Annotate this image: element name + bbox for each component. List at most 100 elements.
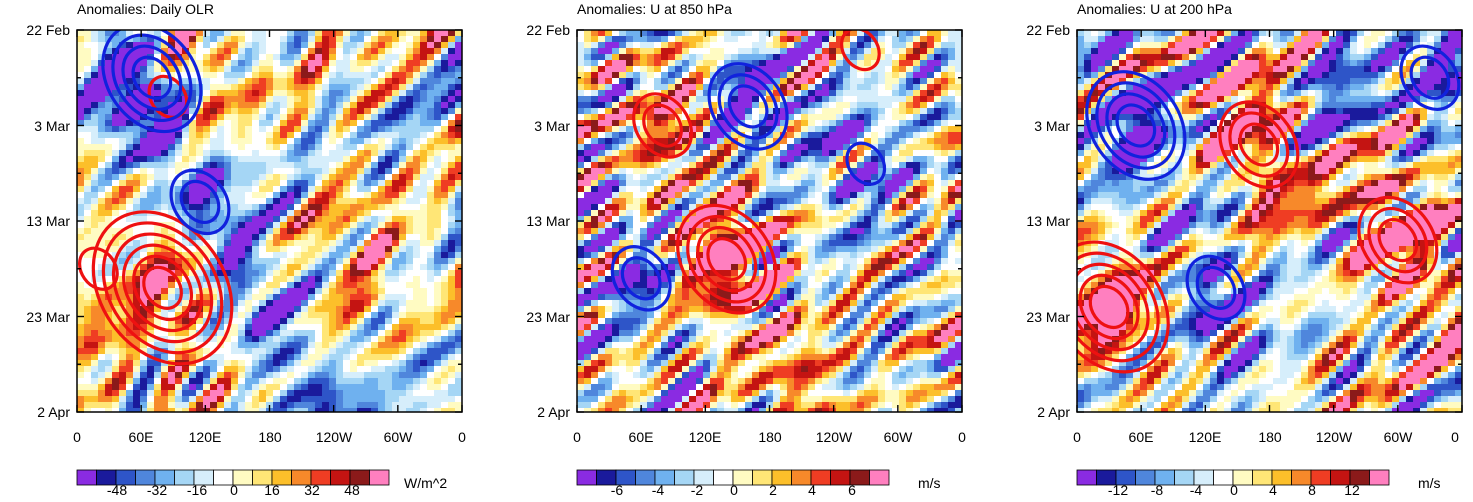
field-cell <box>350 240 358 247</box>
field-cell <box>336 306 344 313</box>
field-cell <box>301 96 309 103</box>
field-cell <box>696 162 704 169</box>
field-cell <box>626 150 634 157</box>
field-cell <box>392 336 400 343</box>
field-cell <box>364 48 372 55</box>
field-cell <box>133 372 141 379</box>
field-cell <box>238 360 246 367</box>
field-cell <box>577 138 585 145</box>
field-cell <box>140 186 148 193</box>
field-cell <box>434 72 442 79</box>
field-cell <box>406 282 414 289</box>
field-cell <box>175 180 183 187</box>
field-cell <box>273 84 281 91</box>
field-cell <box>217 354 225 361</box>
field-cell <box>315 270 323 277</box>
field-cell <box>238 192 246 199</box>
field-cell <box>266 114 274 121</box>
field-cell <box>91 198 99 205</box>
field-cell <box>899 156 907 163</box>
field-cell <box>217 102 225 109</box>
field-cell <box>843 114 851 121</box>
field-cell <box>231 162 239 169</box>
field-cell <box>399 330 407 337</box>
field-cell <box>605 108 613 115</box>
field-cell <box>322 384 330 391</box>
field-cell <box>434 84 442 91</box>
field-cell <box>273 30 281 37</box>
field-cell <box>210 114 218 121</box>
field-cell <box>91 60 99 67</box>
field-cell <box>878 120 886 127</box>
field-cell <box>301 114 309 121</box>
field-cell <box>801 168 809 175</box>
field-cell <box>920 138 928 145</box>
field-cell <box>857 132 865 139</box>
field-cell <box>434 402 442 409</box>
field-cell <box>857 54 865 61</box>
field-cell <box>371 138 379 145</box>
field-cell <box>84 66 92 73</box>
field-cell <box>675 30 683 37</box>
field-cell <box>280 66 288 73</box>
field-cell <box>350 366 358 373</box>
field-cell <box>154 138 162 145</box>
field-cell <box>315 108 323 115</box>
field-cell <box>91 384 99 391</box>
field-cell <box>210 168 218 175</box>
field-cell <box>84 90 92 97</box>
field-cell <box>392 186 400 193</box>
field-cell <box>920 78 928 85</box>
field-cell <box>843 108 851 115</box>
field-cell <box>371 360 379 367</box>
field-cell <box>829 78 837 85</box>
field-cell <box>217 114 225 121</box>
field-cell <box>420 396 428 403</box>
field-cell <box>822 168 830 175</box>
field-cell <box>829 60 837 67</box>
field-cell <box>231 54 239 61</box>
field-cell <box>217 108 225 115</box>
field-cell <box>899 162 907 169</box>
field-cell <box>77 204 85 211</box>
field-cell <box>266 120 274 127</box>
field-cell <box>245 234 253 241</box>
field-cell <box>224 402 232 409</box>
field-cell <box>259 294 267 301</box>
field-cell <box>294 228 302 235</box>
field-cell <box>619 120 627 127</box>
field-cell <box>378 390 386 397</box>
field-cell <box>413 276 421 283</box>
field-cell <box>280 78 288 85</box>
field-cell <box>308 300 316 307</box>
field-cell <box>626 48 634 55</box>
field-cell <box>154 150 162 157</box>
field-cell <box>378 300 386 307</box>
field-cell <box>98 126 106 133</box>
field-cell <box>238 384 246 391</box>
field-cell <box>584 138 592 145</box>
field-cell <box>98 96 106 103</box>
field-cell <box>766 54 774 61</box>
field-cell <box>385 282 393 289</box>
field-cell <box>413 312 421 319</box>
field-cell <box>280 126 288 133</box>
field-cell <box>871 114 879 121</box>
field-cell <box>245 330 253 337</box>
field-cell <box>619 108 627 115</box>
field-cell <box>168 282 176 289</box>
field-cell <box>322 300 330 307</box>
field-cell <box>843 174 851 181</box>
field-cell <box>315 36 323 43</box>
field-cell <box>294 222 302 229</box>
field-cell <box>98 168 106 175</box>
field-cell <box>343 132 351 139</box>
field-cell <box>252 288 260 295</box>
field-cell <box>322 60 330 67</box>
field-cell <box>392 192 400 199</box>
field-cell <box>273 366 281 373</box>
field-cell <box>266 264 274 271</box>
field-cell <box>413 204 421 211</box>
field-cell <box>829 138 837 145</box>
field-cell <box>399 36 407 43</box>
